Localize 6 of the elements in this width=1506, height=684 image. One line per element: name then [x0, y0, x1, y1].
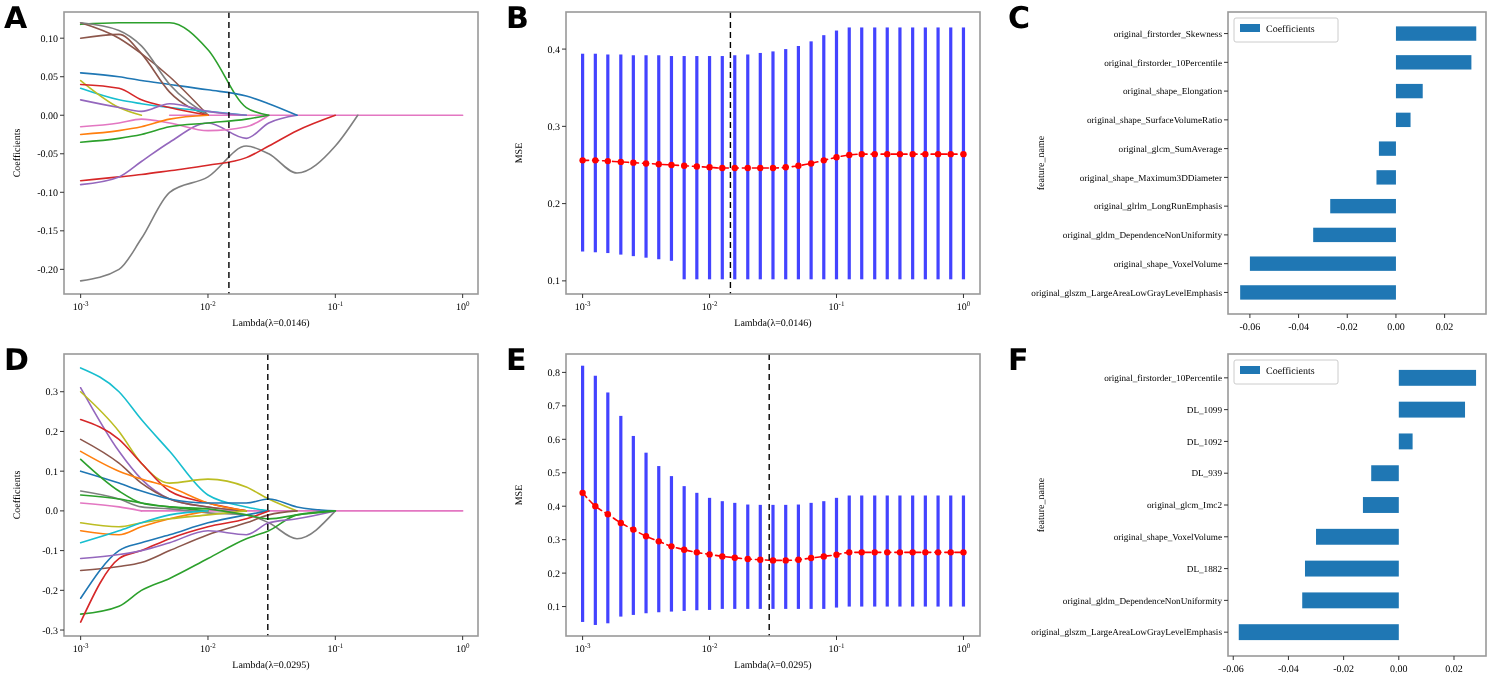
chart-title: B	[506, 0, 529, 36]
chart-title: F	[1008, 342, 1029, 378]
chart-title: A	[4, 0, 28, 36]
chart-title: D	[4, 342, 29, 378]
chart-title: E	[506, 342, 527, 378]
chart-title: C	[1008, 0, 1031, 36]
